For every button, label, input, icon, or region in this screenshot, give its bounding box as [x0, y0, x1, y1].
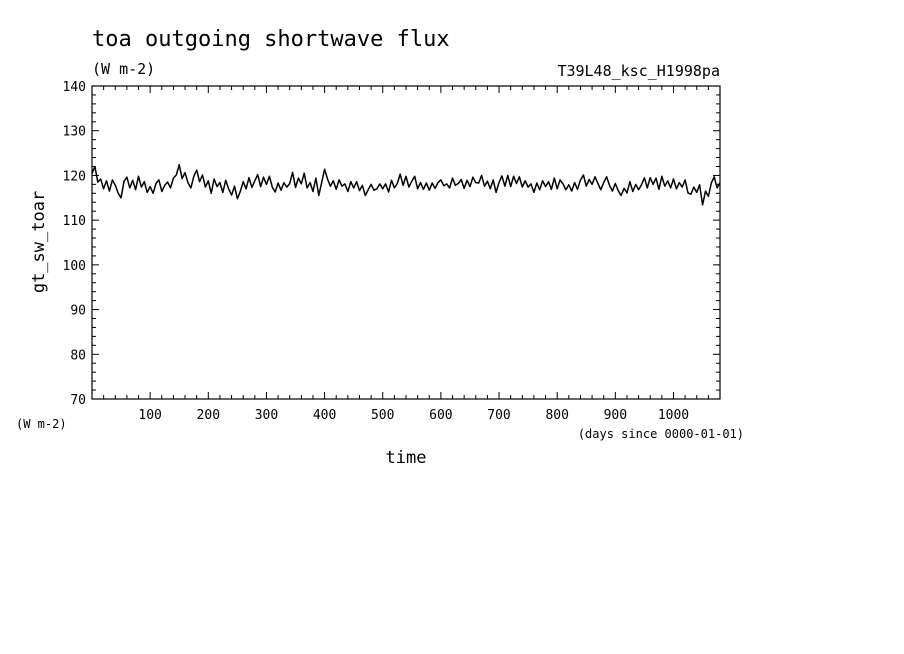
y-axis: 70 80 90 100 110 120 130 140 — [63, 80, 720, 408]
x-tick-label: 400 — [313, 408, 336, 423]
x-tick-label: 100 — [138, 408, 161, 423]
chart-subtitle: (W m-2) — [92, 60, 155, 78]
x-tick-label: 600 — [429, 408, 452, 423]
x-tick-label: 300 — [255, 408, 278, 423]
x-tick-label: 700 — [487, 408, 510, 423]
x-axis: 100 200 300 400 500 600 700 800 900 1000 — [103, 86, 721, 423]
y-axis-label: gt_sw_toar — [29, 191, 49, 293]
x-tick-label: 1000 — [658, 408, 689, 423]
y-tick-label: 90 — [70, 304, 86, 319]
y-axis-units: (W m-2) — [16, 417, 67, 431]
y-tick-label: 100 — [63, 259, 86, 274]
x-tick-label: 200 — [197, 408, 220, 423]
x-tick-label: 900 — [604, 408, 627, 423]
y-tick-label: 110 — [63, 214, 86, 229]
run-label: T39L48_ksc_H1998pa — [557, 62, 720, 80]
y-tick-label: 140 — [63, 80, 86, 95]
chart-title: toa outgoing shortwave flux — [92, 27, 450, 52]
y-tick-label: 130 — [63, 125, 86, 140]
plot-frame — [91, 85, 721, 400]
x-tick-label: 500 — [371, 408, 394, 423]
x-tick-label: 800 — [545, 408, 568, 423]
y-tick-label: 120 — [63, 169, 86, 184]
x-axis-units: (days since 0000-01-01) — [578, 427, 744, 441]
y-tick-label: 70 — [70, 393, 86, 408]
x-axis-label: time — [386, 448, 427, 468]
series-line — [91, 163, 721, 206]
y-tick-label: 80 — [70, 348, 86, 363]
